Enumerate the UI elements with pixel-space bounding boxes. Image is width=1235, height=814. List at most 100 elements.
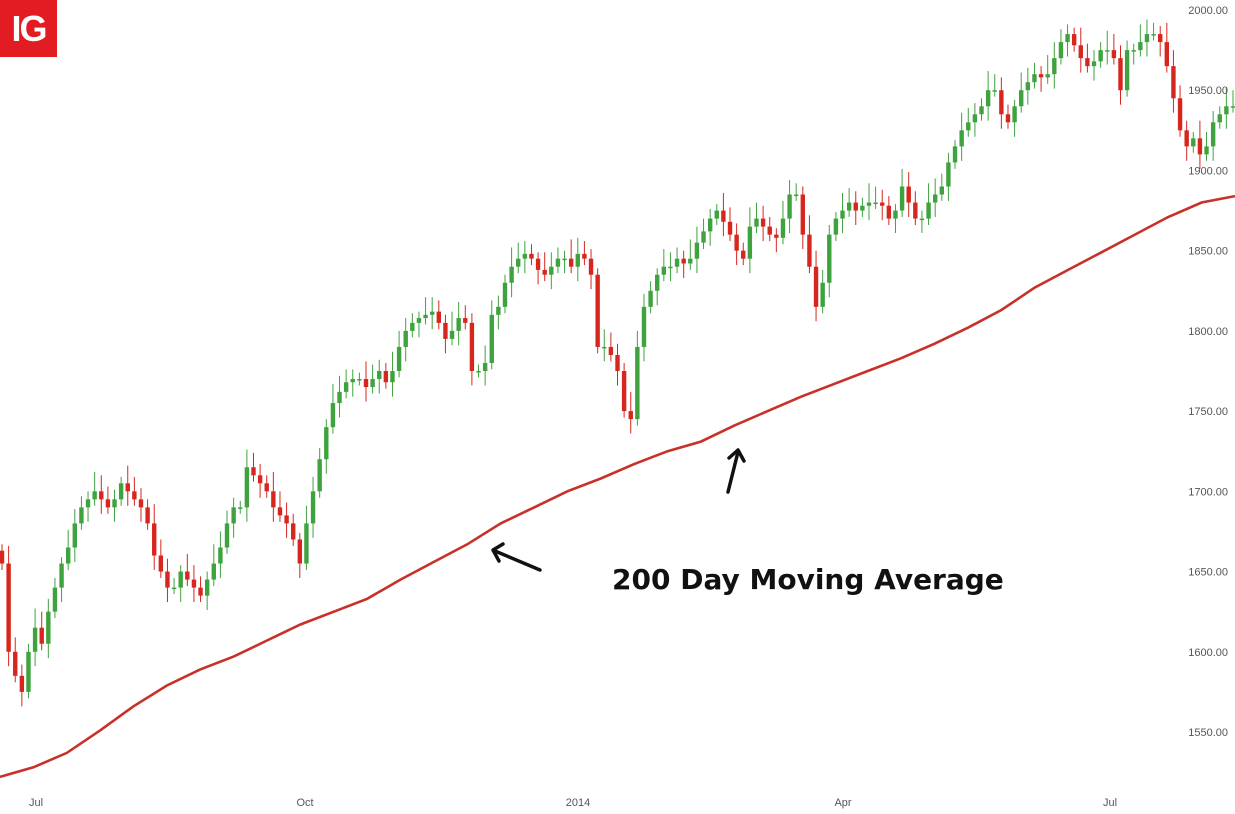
candle [324,419,329,474]
y-tick-label: 1550.00 [1188,727,1228,739]
candle-body [1012,106,1017,123]
candle-body [152,523,157,556]
candle [992,74,997,97]
candle-body [191,579,197,588]
candle [125,465,130,506]
candle [1144,19,1150,57]
candle-body [52,587,58,612]
candle [138,488,144,522]
candle [1157,26,1163,57]
candle [291,513,296,546]
candle-body [648,290,653,307]
candle-body [952,146,958,163]
candle-body [926,202,931,219]
candle-body [1177,98,1183,131]
candle-body [291,523,296,540]
candle-body [304,523,309,564]
candle [562,250,567,274]
candle-body [1025,82,1031,91]
candle [595,268,600,354]
candle [1224,87,1229,129]
candle-body [489,314,494,363]
candle-body [125,483,130,492]
candle-body [1038,74,1044,78]
candle-body [635,346,640,420]
candle-body [1224,106,1229,115]
candle [238,500,243,514]
candle [1019,72,1024,113]
candle-body [661,266,667,275]
y-tick-label: 1900.00 [1188,165,1228,177]
candle [979,98,984,121]
candle-body [185,571,190,580]
candle-body [390,371,395,383]
candle-body [211,563,216,580]
candle-body [357,379,362,381]
candle [985,70,991,121]
candle [178,565,183,603]
candle-body [860,205,865,211]
candle-body [463,318,468,323]
candle-body [79,507,84,524]
candle [542,252,547,282]
candle [522,241,528,274]
candle-body [456,318,461,331]
moving-average-annotation: 200 Day Moving Average [612,563,1004,596]
candle [919,210,925,234]
candle-body [482,362,488,371]
candle-body [337,391,342,404]
candle-body [72,523,78,548]
candle [714,204,719,225]
candle [529,244,534,266]
candle-body [1191,138,1196,147]
candle [661,249,667,282]
y-tick-label: 2000.00 [1188,5,1228,17]
candle-body [972,114,978,123]
candle-body [1124,50,1130,91]
candle [774,228,779,253]
candle [443,314,448,354]
candle-body [582,253,587,259]
candle-body [1118,58,1123,91]
candle-body [707,218,713,232]
candle-body [145,507,150,524]
candle-body [32,627,38,652]
candle [251,452,256,482]
candle [760,205,766,242]
candle [1098,42,1103,68]
candle [410,313,415,338]
candle [648,281,653,314]
candle [502,274,508,314]
x-tick-label: Jul [1103,797,1117,809]
moving-average-line [0,194,1235,779]
candle [701,218,706,250]
y-tick-label: 1650.00 [1188,567,1228,579]
candle-body [774,234,779,238]
candle-body [383,371,389,383]
candle [370,364,375,394]
candle-body [284,515,289,524]
candle-body [13,651,18,676]
candle [939,173,944,201]
candle [582,241,587,266]
candle-body [932,194,938,203]
candle-body [688,258,693,264]
candle [1078,27,1083,73]
candle-body [224,523,230,548]
candle-body [178,571,183,588]
candle-body [1005,114,1011,123]
candle-body [271,491,276,508]
candle [800,186,806,250]
candle-body [628,411,633,420]
candle [158,539,164,578]
candle [886,196,892,225]
logo-text: IG [11,8,47,49]
candle [966,107,971,137]
y-tick-label: 1600.00 [1188,647,1228,659]
candle [46,598,51,659]
candle [330,383,336,434]
candle [284,502,289,538]
candle-body [1138,42,1143,51]
ig-logo: IG [0,0,57,57]
